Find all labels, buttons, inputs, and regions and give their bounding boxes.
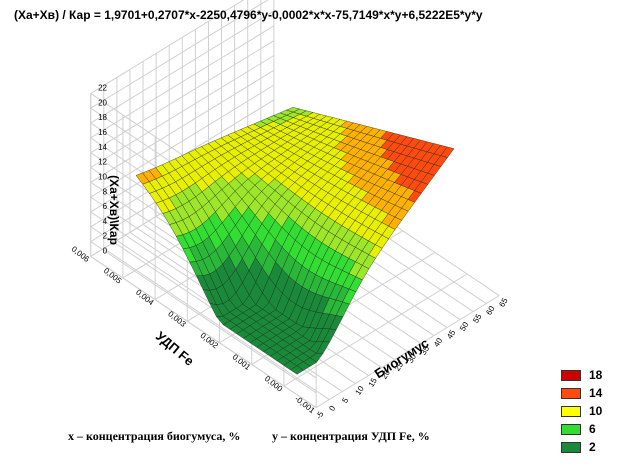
y-tick-label: 0,006 [70, 245, 92, 265]
legend-swatch [561, 405, 581, 417]
x-axis-title: Биогумус [372, 335, 432, 381]
x-tick-label: 45 [445, 328, 458, 341]
legend-item: 6 [561, 420, 602, 438]
z-tick-label: 14 [98, 143, 107, 152]
legend-swatch [561, 441, 581, 453]
z-tick-label: 16 [98, 128, 107, 137]
chart-title: (Xa+Xв) / Кар = 1,9701+0,2707*x-2250,479… [14, 8, 483, 22]
legend-label: 2 [589, 440, 596, 454]
x-tick-label: 0 [327, 404, 337, 413]
legend-item: 18 [561, 366, 602, 384]
y-tick-label: 0,001 [231, 353, 253, 373]
z-tick-label: 8 [103, 187, 108, 196]
y-tick-label: 0,000 [263, 374, 285, 394]
x-tick-label: 65 [497, 296, 510, 309]
y-tick-label: 0,005 [102, 266, 124, 286]
legend-label: 6 [589, 422, 596, 436]
z-tick-label: 10 [98, 172, 107, 181]
y-axis-title: УДП Fe [153, 328, 197, 368]
x-tick-label: 5 [340, 396, 350, 405]
z-tick-label: 0 [103, 247, 108, 256]
z-tick-label: 4 [103, 217, 108, 226]
x-tick-label: -5 [314, 409, 326, 420]
z-tick-label: 18 [98, 113, 107, 122]
z-axis-title: (Xa+Xв)\Кар [107, 175, 121, 245]
z-tick-label: 22 [98, 84, 107, 93]
legend-label: 14 [589, 386, 603, 400]
surface-patch [289, 365, 304, 375]
x-tick-label: 40 [432, 336, 445, 349]
legend-label: 18 [589, 368, 603, 382]
legend-item: 14 [561, 384, 602, 402]
z-tick-label: 12 [98, 158, 107, 167]
legend-item: 10 [561, 402, 602, 420]
y-tick-label: 0,003 [166, 309, 188, 329]
x-tick-label: 50 [458, 320, 471, 333]
z-tick-label: 20 [98, 98, 107, 107]
legend-label: 10 [589, 404, 603, 418]
y-tick-label: -0,001 [293, 394, 317, 415]
x-tick-label: 55 [471, 312, 484, 325]
legend-swatch [561, 387, 581, 399]
legend-swatch [561, 423, 581, 435]
z-tick-label: 2 [103, 232, 108, 241]
legend-swatch [561, 369, 581, 381]
legend-item: 2 [561, 438, 602, 456]
y-variable-note: у – концентрация УДП Fe, % [272, 429, 430, 443]
x-variable-note: x – концентрация биогумуса, % [68, 429, 241, 443]
legend: 18 14 10 6 2 [561, 366, 602, 456]
y-tick-label: 0,004 [134, 288, 156, 308]
y-tick-label: 0,002 [199, 331, 221, 351]
x-tick-label: 60 [484, 304, 497, 317]
z-tick-label: 6 [103, 202, 108, 211]
response-surface [135, 107, 455, 375]
x-tick-label: 10 [353, 384, 366, 397]
